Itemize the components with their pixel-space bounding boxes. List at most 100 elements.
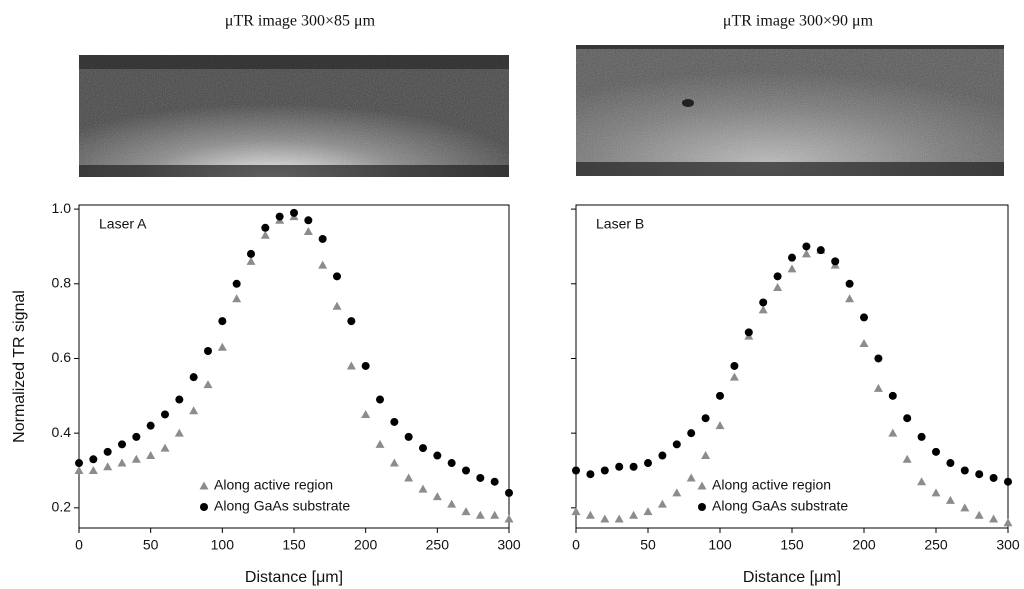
legend-label: Along active region [214, 477, 333, 493]
data-point [1004, 477, 1012, 486]
data-point [873, 383, 883, 392]
data-point [232, 279, 241, 288]
legend-marker [199, 481, 209, 490]
y-tick-label: 0.6 [52, 349, 72, 365]
image-title: μTR image 300×85 μm [225, 13, 376, 30]
data-point [960, 466, 969, 475]
x-tick-label: 150 [780, 537, 804, 553]
data-point [74, 465, 84, 474]
data-point [730, 361, 739, 370]
x-tick-label: 0 [75, 537, 83, 553]
data-point [462, 466, 470, 475]
legend-marker [697, 481, 707, 490]
x-tick-label: 300 [497, 537, 521, 553]
data-point [860, 313, 868, 322]
x-tick-label: 200 [852, 537, 876, 553]
data-point [729, 372, 739, 381]
data-point [946, 459, 955, 468]
data-point [787, 264, 797, 273]
data-point [845, 279, 854, 288]
series [74, 212, 514, 523]
data-point [600, 514, 610, 523]
data-point [759, 298, 768, 307]
y-tick-label: 1.0 [52, 200, 72, 216]
x-tick-label: 300 [996, 537, 1020, 553]
data-point [261, 223, 270, 232]
data-point [118, 440, 126, 449]
series [572, 242, 1012, 486]
data-point [701, 414, 710, 423]
data-point [831, 257, 840, 266]
image-title: μTR image 300×90 μm [723, 13, 874, 30]
legend-label: Along active region [712, 477, 831, 493]
data-point [571, 507, 581, 516]
data-point [246, 256, 256, 265]
data-point [758, 305, 768, 314]
data-point [788, 253, 796, 262]
data-point [902, 454, 912, 463]
x-tick-label: 250 [924, 537, 948, 553]
data-point [146, 451, 156, 460]
data-point [845, 294, 855, 303]
data-point [204, 347, 212, 356]
data-point [461, 507, 471, 516]
data-point [802, 242, 811, 251]
data-point [346, 361, 356, 370]
data-point [333, 272, 341, 281]
data-point [672, 488, 682, 497]
data-point [614, 514, 624, 523]
data-point [600, 466, 609, 475]
data-point [859, 339, 869, 348]
data-point [888, 428, 898, 437]
x-tick-label: 200 [354, 537, 378, 553]
data-point [189, 406, 199, 415]
legend-marker [698, 503, 706, 511]
data-point [960, 503, 970, 512]
data-point [672, 440, 681, 449]
data-point [189, 373, 198, 382]
data-point [917, 432, 926, 441]
x-tick-label: 50 [143, 537, 159, 553]
data-point [974, 510, 984, 519]
data-point [658, 451, 667, 460]
series [571, 245, 1013, 527]
data-point [275, 212, 284, 221]
x-axis-label: Distance [μm] [245, 569, 343, 586]
data-point [687, 429, 696, 438]
data-point [389, 458, 399, 467]
data-point [615, 462, 624, 471]
data-point [629, 462, 638, 471]
data-point [361, 361, 370, 370]
data-point [490, 510, 500, 519]
data-point [89, 455, 98, 464]
data-point [174, 428, 184, 437]
y-axis-label: Normalized TR signal [11, 290, 28, 443]
data-point [290, 208, 298, 217]
legend-label: Along GaAs substrate [712, 498, 848, 514]
x-tick-label: 250 [426, 537, 450, 553]
data-point [318, 234, 327, 243]
data-point [476, 473, 485, 482]
data-point [404, 473, 414, 482]
data-point [657, 499, 667, 508]
data-point [132, 432, 141, 441]
x-axis-label: Distance [μm] [743, 569, 841, 586]
data-point [932, 447, 940, 456]
data-point [432, 492, 442, 501]
data-point [103, 447, 112, 456]
data-point [218, 317, 227, 326]
data-point [376, 395, 384, 404]
data-point [419, 444, 427, 453]
data-point [390, 417, 399, 426]
data-point [75, 459, 83, 468]
legend-label: Along GaAs substrate [214, 498, 350, 514]
data-point [217, 342, 227, 351]
data-point [773, 272, 782, 281]
data-point [989, 514, 999, 523]
data-point [1003, 518, 1013, 527]
data-point [103, 462, 113, 471]
data-point [260, 230, 270, 239]
data-point [318, 260, 328, 269]
data-point [303, 227, 313, 236]
